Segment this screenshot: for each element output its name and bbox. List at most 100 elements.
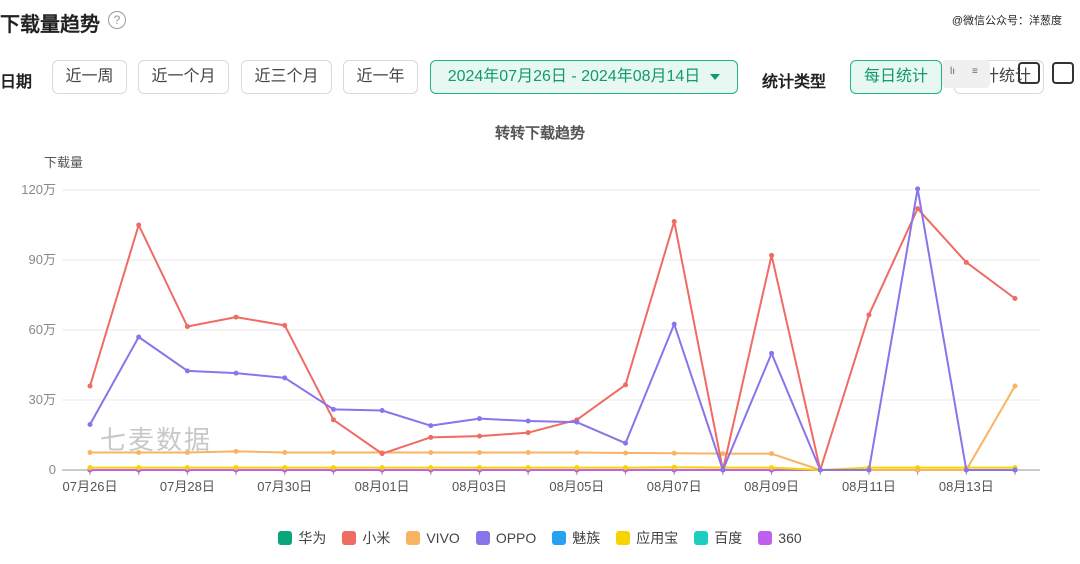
data-point — [136, 465, 142, 471]
legend-swatch — [342, 531, 357, 545]
help-icon[interactable]: ? — [108, 11, 126, 29]
weixin-watermark: @微信公众号：洋葱度 — [951, 15, 1062, 27]
legend-label: 华为 — [298, 530, 327, 546]
series-line-3 — [89, 187, 1015, 471]
data-point — [476, 416, 482, 422]
data-point — [915, 467, 921, 473]
data-point — [330, 406, 336, 412]
data-point — [476, 450, 482, 455]
qimai-watermark: 七麦数据 — [100, 425, 213, 455]
table-view-icon: ≡ — [972, 66, 978, 77]
date-range-value: 2024年07月26日 - 2024年08月14日 — [447, 68, 701, 85]
data-point — [1012, 383, 1018, 389]
data-point — [282, 465, 288, 471]
data-point — [720, 451, 726, 457]
legend-swatch — [475, 531, 490, 545]
page-title: 下载量趋势 — [0, 14, 100, 36]
legend-item[interactable]: 小米 — [342, 528, 390, 548]
data-point — [525, 430, 531, 436]
legend-item[interactable]: 应用宝 — [616, 528, 678, 548]
data-point — [282, 322, 288, 328]
data-point — [574, 465, 580, 471]
range-month-button[interactable]: 近一个月 — [138, 60, 229, 94]
legend-item[interactable]: 华为 — [278, 528, 326, 548]
legend-item[interactable]: 魅族 — [552, 528, 600, 548]
image-export-icon[interactable] — [1018, 62, 1040, 84]
data-point — [87, 422, 93, 427]
data-point — [476, 433, 482, 439]
chart-view-toggle[interactable]: lı ≡ — [942, 60, 990, 88]
chart-title: 转转下载趋势 — [494, 125, 585, 142]
data-point — [769, 350, 775, 356]
legend-label: 魅族 — [572, 530, 601, 546]
data-point — [428, 423, 434, 429]
daily-stat-button[interactable]: 每日统计 — [850, 60, 942, 94]
range-week-button[interactable]: 近一周 — [52, 60, 127, 94]
data-point — [233, 465, 239, 471]
bar-view-icon: lı — [950, 66, 955, 77]
data-point — [623, 440, 629, 446]
data-point — [428, 450, 434, 455]
legend-item[interactable]: VIVO — [406, 530, 460, 546]
legend-item[interactable]: 百度 — [694, 528, 742, 548]
download-icon[interactable] — [1052, 62, 1074, 84]
data-point — [330, 465, 336, 471]
data-point — [282, 375, 288, 381]
stat-type-label: 统计类型 — [762, 74, 827, 91]
data-point — [525, 465, 531, 471]
data-point — [525, 450, 531, 455]
data-point — [184, 324, 190, 329]
data-point — [184, 450, 190, 455]
data-point — [1012, 296, 1018, 301]
legend-label: 百度 — [714, 530, 743, 546]
data-point — [915, 186, 921, 192]
legend-swatch — [616, 531, 631, 545]
data-point — [623, 450, 629, 456]
series-line-1 — [89, 207, 1016, 471]
range-three-months-button[interactable]: 近三个月 — [241, 60, 332, 94]
x-tick-label: 08月01日 — [355, 479, 410, 494]
legend-swatch — [278, 531, 293, 545]
legend-item[interactable]: 360 — [758, 530, 802, 546]
data-point — [866, 312, 872, 318]
data-point — [574, 419, 580, 425]
data-point — [379, 465, 385, 471]
data-point — [87, 383, 93, 389]
x-tick-label: 08月11日 — [842, 479, 896, 494]
chart-legend: 华为 小米 VIVO OPPO 魅族 应用宝 百度 360 — [0, 528, 1080, 548]
legend-swatch — [694, 531, 709, 545]
data-point — [769, 465, 775, 471]
legend-label: OPPO — [495, 530, 537, 546]
filter-row: 日期 近一周 近一个月 近三个月 近一年 2024年07月26日 - 2024年… — [0, 60, 1080, 96]
data-point — [866, 467, 872, 473]
y-tick-label: 0 — [49, 462, 56, 477]
data-point — [963, 467, 969, 473]
data-point — [136, 450, 142, 455]
data-point — [671, 450, 677, 456]
legend-swatch — [552, 531, 567, 545]
data-point — [769, 451, 775, 457]
x-tick-label: 08月07日 — [647, 479, 702, 494]
data-point — [136, 334, 142, 340]
caret-down-icon — [710, 73, 721, 80]
date-label: 日期 — [0, 74, 33, 91]
range-year-button[interactable]: 近一年 — [343, 60, 418, 94]
legend-label: 小米 — [362, 530, 391, 546]
x-tick-label: 07月30日 — [257, 479, 312, 494]
legend-item[interactable]: OPPO — [475, 530, 537, 546]
y-axis-label: 下载量 — [44, 155, 83, 170]
y-tick-label: 30万 — [29, 392, 56, 407]
data-point — [963, 259, 969, 265]
data-point — [282, 450, 288, 455]
y-tick-label: 120万 — [21, 182, 56, 197]
y-tick-label: 60万 — [29, 322, 56, 337]
date-range-picker[interactable]: 2024年07月26日 - 2024年08月14日 — [430, 60, 738, 94]
data-point — [184, 368, 190, 374]
data-point — [476, 465, 482, 471]
data-point — [136, 222, 142, 228]
data-point — [671, 219, 677, 224]
data-point — [574, 450, 580, 455]
data-point — [525, 418, 531, 424]
data-point — [330, 417, 336, 423]
legend-swatch — [406, 531, 421, 545]
